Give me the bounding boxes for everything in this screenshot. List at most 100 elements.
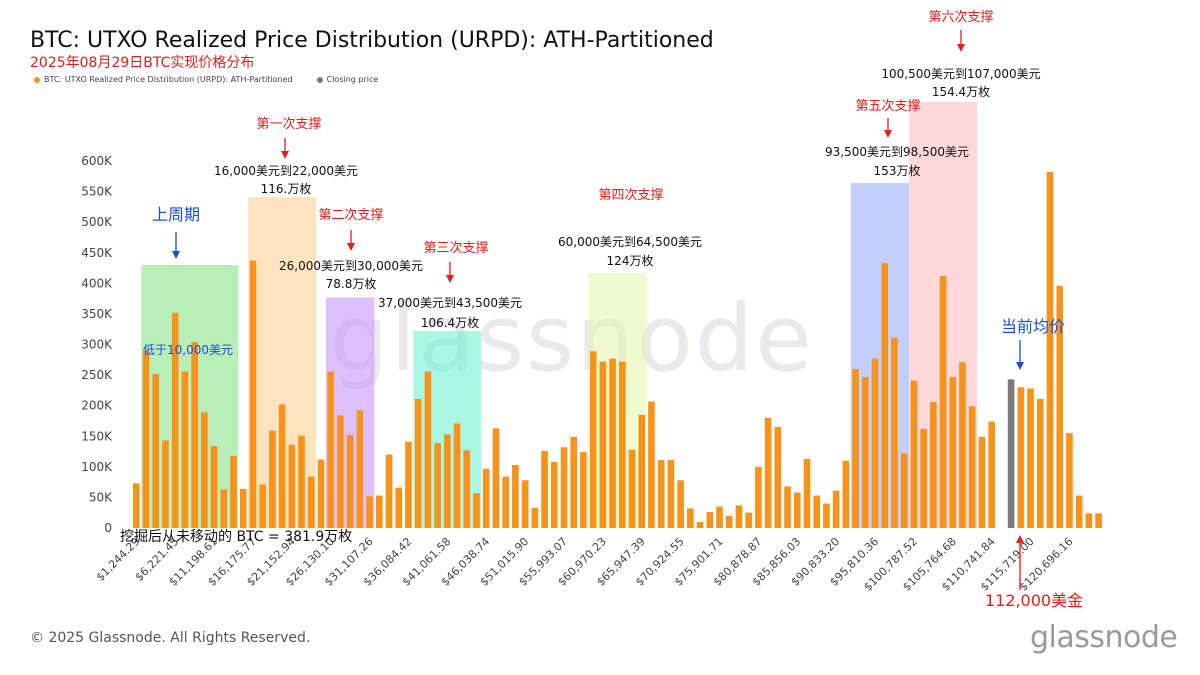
bar (366, 496, 373, 528)
bar (142, 350, 150, 528)
bar (570, 436, 577, 528)
bar (716, 506, 723, 528)
anno-s6-amount: 154.4万枚 (932, 84, 990, 99)
bar (1075, 495, 1083, 528)
bar (1017, 387, 1025, 528)
bar (191, 342, 198, 528)
bar (210, 446, 218, 528)
legend: BTC: UTXO Realized Price Distribution (U… (34, 75, 378, 84)
bar (133, 483, 140, 528)
bar (755, 466, 762, 528)
bar (920, 428, 927, 528)
bar (793, 492, 801, 528)
bar (307, 476, 315, 528)
arrowhead-s3 (446, 275, 454, 283)
bar (910, 380, 918, 528)
bar (949, 376, 957, 528)
anno-s1-range: 16,000美元到22,000美元 (214, 164, 358, 178)
anno-s4-range: 60,000美元到64,500美元 (558, 235, 702, 249)
y-tick-label: 400K (81, 276, 113, 290)
bar (317, 459, 325, 528)
arrowhead-prev-cycle (172, 251, 180, 259)
support-zone-5 (850, 183, 909, 528)
bar (288, 444, 296, 528)
bar (852, 368, 859, 528)
anno-s2-amount: 78.8万枚 (326, 276, 377, 291)
y-tick-label: 150K (81, 429, 113, 443)
bar (735, 505, 743, 528)
bar (832, 490, 840, 528)
anno-s3-amount: 106.4万枚 (421, 315, 479, 330)
bar (803, 458, 811, 528)
bar (589, 351, 597, 528)
copyright: © 2025 Glassnode. All Rights Reserved. (30, 630, 311, 646)
anno-s1-amount: 116.万枚 (261, 181, 312, 196)
bar (871, 358, 879, 528)
bar (512, 464, 519, 528)
watermark: glassnode (330, 285, 814, 392)
legend-item-closing: Closing price (316, 75, 379, 84)
bar (1056, 285, 1063, 528)
bar (181, 371, 189, 528)
bar (278, 404, 286, 528)
bar (725, 515, 733, 528)
bar (492, 428, 500, 528)
bar (881, 263, 889, 528)
bar (473, 493, 480, 528)
bar (424, 371, 432, 528)
anno-s5-title: 第五次支撑 (855, 98, 920, 114)
arrowhead-112k (1016, 535, 1024, 543)
bar (1046, 172, 1054, 528)
bar (1085, 513, 1093, 528)
anno-s2-title: 第二次支撑 (318, 207, 383, 223)
anno-unmoved: 挖掘后从未移动的 BTC = 381.9万枚 (120, 529, 352, 545)
bar (531, 507, 539, 528)
bar (376, 495, 383, 528)
bar (482, 468, 490, 528)
bar (687, 508, 694, 528)
bar (706, 512, 714, 528)
arrowhead-s1 (281, 151, 289, 159)
arrowhead-s5 (884, 130, 892, 138)
bar (842, 460, 850, 528)
chart-subtitle: 2025年08月29日BTC实现价格分布 (30, 55, 255, 71)
anno-s4-title: 第四次支撑 (598, 187, 663, 203)
bar (959, 362, 966, 528)
anno-s1-title: 第一次支撑 (256, 116, 321, 132)
bar (162, 440, 169, 528)
bar (337, 415, 344, 528)
bar (259, 484, 266, 528)
anno-112k: 112,000美金 (985, 591, 1083, 610)
y-tick-label: 500K (81, 215, 113, 229)
bar (453, 423, 461, 528)
bar (230, 455, 237, 528)
bar (269, 430, 276, 528)
anno-s2-range: 26,000美元到30,000美元 (279, 259, 423, 273)
bar (891, 337, 898, 528)
bar (405, 441, 412, 528)
bar (677, 480, 684, 528)
bar (463, 450, 471, 528)
bar (346, 435, 354, 528)
bar (201, 412, 208, 528)
bar (599, 361, 607, 528)
bar (356, 409, 364, 528)
legend-item-urpd: BTC: UTXO Realized Price Distribution (U… (34, 75, 293, 84)
bar (171, 312, 179, 528)
bar (444, 434, 451, 528)
bar (609, 358, 616, 528)
bar (657, 460, 665, 528)
support-zone-4 (588, 272, 647, 528)
bar (1036, 398, 1044, 528)
bar (560, 447, 568, 528)
bar (900, 453, 908, 528)
y-tick-label: 100K (81, 460, 113, 474)
y-tick-label: 550K (81, 185, 113, 199)
legend-label-closing: Closing price (326, 75, 379, 84)
bar (978, 436, 986, 528)
bar (395, 487, 403, 528)
bar (502, 476, 509, 528)
bar (521, 480, 529, 528)
y-tick-label: 600K (81, 154, 113, 168)
